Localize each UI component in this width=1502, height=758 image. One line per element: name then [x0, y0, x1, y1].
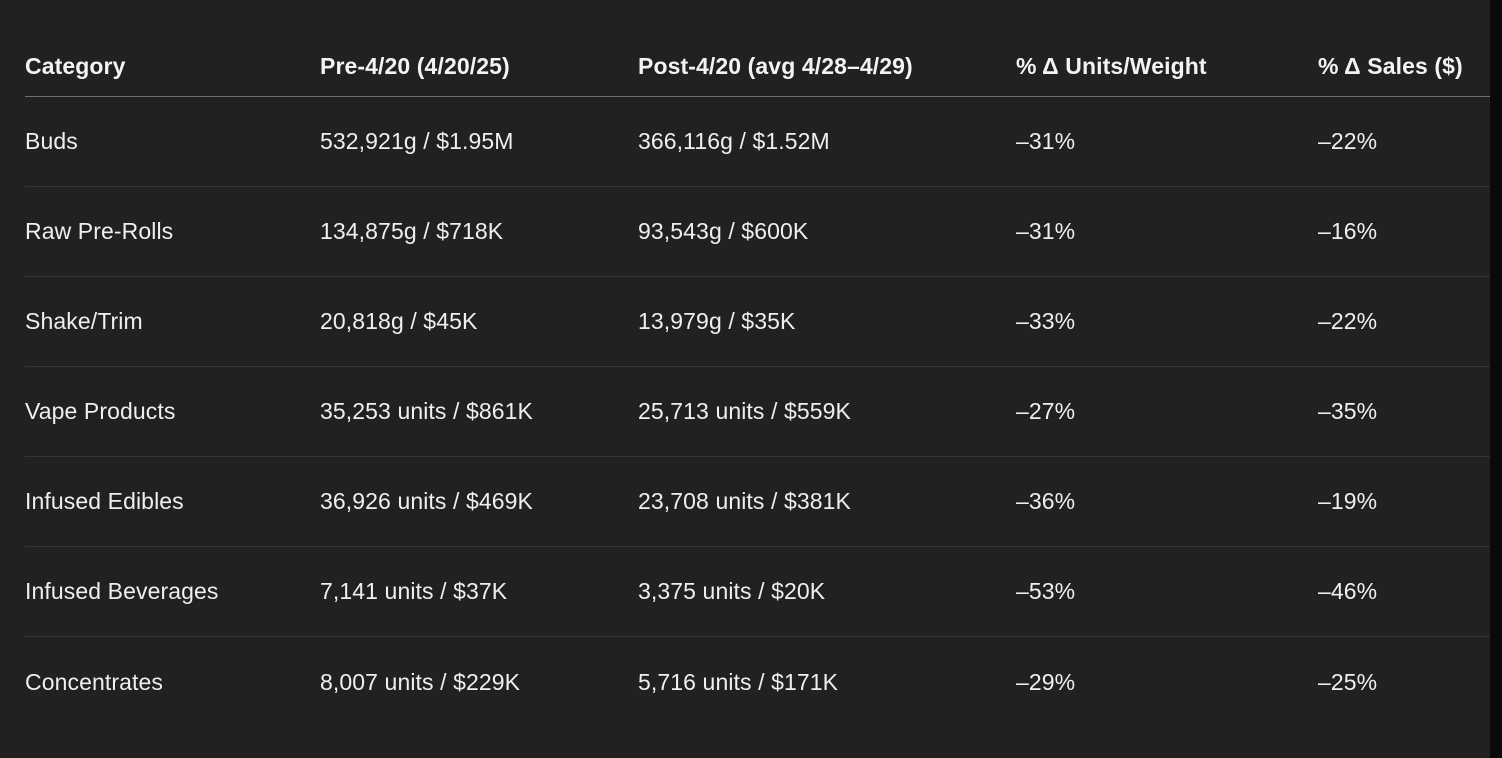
cell-delta-units: –36% — [1016, 488, 1076, 514]
cell-delta-units: –53% — [1016, 578, 1076, 604]
column-header-post-420-label: Post-4/20 (avg 4/28–4/29) — [638, 53, 913, 80]
cell-delta-sales: –25% — [1318, 668, 1378, 695]
cell-pre-420: 36,926 units / $469K — [320, 488, 533, 514]
table-row: Shake/Trim 20,818g / $45K 13,979g / $35K… — [25, 277, 1490, 367]
column-header-delta-units: % Δ Units/Weight — [1016, 53, 1207, 80]
cell-post-420: 93,543g / $600K — [638, 218, 809, 244]
cell-post-420: 25,713 units / $559K — [638, 398, 851, 424]
cell-pre-420: 7,141 units / $37K — [320, 578, 508, 604]
cell-category: Infused Beverages — [25, 578, 219, 604]
cell-delta-sales: –22% — [1318, 128, 1378, 154]
cell-delta-sales: –22% — [1318, 308, 1378, 334]
cell-pre-420: 35,253 units / $861K — [320, 398, 533, 424]
cell-category: Concentrates — [25, 668, 163, 695]
table-row: Infused Edibles 36,926 units / $469K 23,… — [25, 457, 1490, 547]
cell-delta-sales: –46% — [1318, 578, 1378, 604]
column-header-delta-sales: % Δ Sales ($) — [1318, 53, 1463, 80]
cell-delta-sales: –16% — [1318, 218, 1378, 244]
cell-delta-units: –31% — [1016, 128, 1076, 154]
cell-delta-units: –33% — [1016, 308, 1076, 334]
table-header-row: Category Pre-4/20 (4/20/25) Post-4/20 (a… — [25, 0, 1490, 97]
cell-category: Buds — [25, 128, 78, 154]
table-body: Buds 532,921g / $1.95M 366,116g / $1.52M… — [0, 97, 1490, 727]
cell-category: Vape Products — [25, 398, 176, 424]
cell-category: Infused Edibles — [25, 488, 184, 514]
column-header-category: Category — [25, 53, 126, 80]
cell-delta-units: –29% — [1016, 668, 1076, 695]
cell-category: Shake/Trim — [25, 308, 143, 334]
cell-post-420: 3,375 units / $20K — [638, 578, 826, 604]
cell-category: Raw Pre-Rolls — [25, 218, 174, 244]
column-header-post-420: Post-4/20 (avg 4/28–4/29) — [638, 52, 1016, 96]
cell-delta-sales: –35% — [1318, 398, 1378, 424]
cell-post-420: 5,716 units / $171K — [638, 668, 839, 695]
cell-delta-units: –31% — [1016, 218, 1076, 244]
table-row: Buds 532,921g / $1.95M 366,116g / $1.52M… — [25, 97, 1490, 187]
table-row: Raw Pre-Rolls 134,875g / $718K 93,543g /… — [25, 187, 1490, 277]
cell-delta-sales: –19% — [1318, 488, 1378, 514]
cell-pre-420: 134,875g / $718K — [320, 218, 504, 244]
cell-pre-420: 532,921g / $1.95M — [320, 128, 514, 154]
right-edge-strip — [1490, 0, 1502, 758]
column-header-pre-420: Pre-4/20 (4/20/25) — [320, 53, 510, 80]
cell-post-420: 13,979g / $35K — [638, 308, 796, 334]
cell-post-420: 23,708 units / $381K — [638, 488, 851, 514]
cell-pre-420: 20,818g / $45K — [320, 308, 478, 334]
cell-post-420: 366,116g / $1.52M — [638, 128, 830, 154]
table-row: Vape Products 35,253 units / $861K 25,71… — [25, 367, 1490, 457]
table-row: Infused Beverages 7,141 units / $37K 3,3… — [25, 547, 1490, 637]
cell-pre-420: 8,007 units / $229K — [320, 668, 521, 695]
table-row: Concentrates 8,007 units / $229K 5,716 u… — [25, 637, 1490, 727]
cell-delta-units: –27% — [1016, 398, 1076, 424]
